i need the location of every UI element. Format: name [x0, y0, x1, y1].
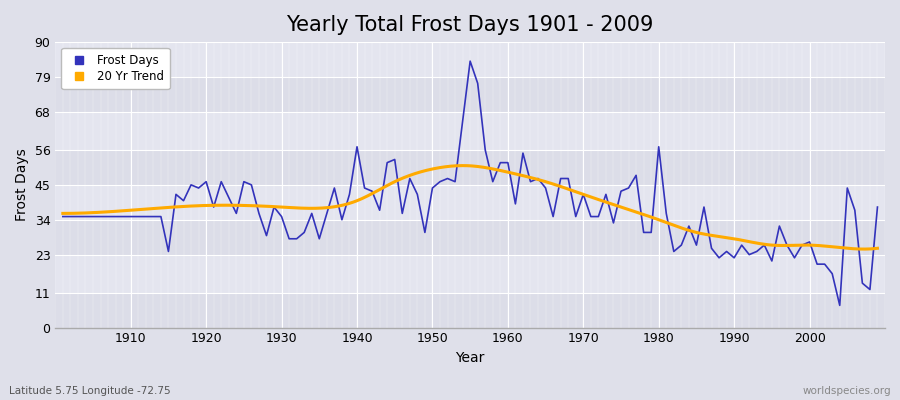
Line: 20 Yr Trend: 20 Yr Trend	[63, 166, 878, 249]
20 Yr Trend	[859, 247, 869, 252]
Line: Frost Days: Frost Days	[63, 61, 878, 305]
Frost Days	[872, 205, 883, 210]
Frost Days	[510, 202, 521, 206]
Frost Days	[58, 214, 68, 219]
20 Yr Trend	[416, 169, 427, 174]
20 Yr Trend	[617, 205, 628, 210]
20 Yr Trend	[458, 163, 469, 168]
Frost Days	[118, 214, 129, 219]
20 Yr Trend	[387, 180, 398, 185]
Frost Days	[834, 303, 845, 308]
Title: Yearly Total Frost Days 1901 - 2009: Yearly Total Frost Days 1901 - 2009	[286, 15, 653, 35]
Bar	[55, 255, 885, 293]
Bar	[55, 77, 885, 112]
20 Yr Trend	[140, 207, 151, 212]
Y-axis label: Frost Days: Frost Days	[15, 148, 29, 221]
Bar	[55, 220, 885, 255]
20 Yr Trend	[58, 211, 68, 216]
Bar	[55, 293, 885, 328]
20 Yr Trend	[694, 231, 705, 236]
X-axis label: Year: Year	[455, 351, 485, 365]
20 Yr Trend	[708, 233, 719, 238]
Legend: Frost Days, 20 Yr Trend: Frost Days, 20 Yr Trend	[61, 48, 169, 89]
Bar	[55, 42, 885, 77]
Frost Days	[329, 186, 340, 190]
Frost Days	[464, 59, 475, 64]
Text: Latitude 5.75 Longitude -72.75: Latitude 5.75 Longitude -72.75	[9, 386, 171, 396]
20 Yr Trend	[872, 246, 883, 251]
Text: worldspecies.org: worldspecies.org	[803, 386, 891, 396]
Frost Days	[600, 192, 611, 197]
Bar	[55, 185, 885, 220]
Bar	[55, 112, 885, 150]
Frost Days	[284, 236, 294, 241]
Frost Days	[502, 160, 513, 165]
Bar	[55, 150, 885, 185]
